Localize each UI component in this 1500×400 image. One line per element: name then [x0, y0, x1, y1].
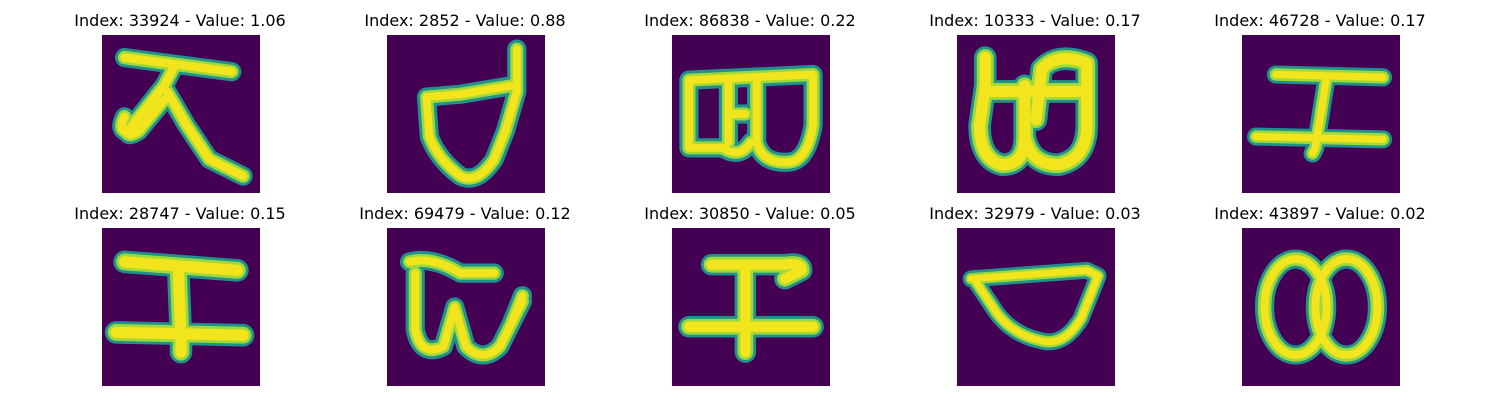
- glyph-image: [957, 228, 1115, 386]
- panel-title: Index: 28747 - Value: 0.15: [74, 204, 286, 223]
- glyph-image: [1242, 228, 1400, 386]
- glyph-i-beam-icon: [1242, 35, 1400, 193]
- image-panel: Index: 33924 - Value: 1.06: [30, 0, 330, 193]
- glyph-box-double-icon: [672, 35, 830, 193]
- panel-title: Index: 69479 - Value: 0.12: [359, 204, 571, 223]
- glyph-tai-icon: [102, 35, 260, 193]
- glyph-i-beam-icon: [102, 228, 260, 386]
- glyph-d-hook-icon: [387, 35, 545, 193]
- glyph-tall-loops-icon: [957, 35, 1115, 193]
- image-panel: Index: 69479 - Value: 0.12: [315, 193, 615, 386]
- glyph-image: [1242, 35, 1400, 193]
- image-panel: Index: 2852 - Value: 0.88: [315, 0, 615, 193]
- glyph-image: [387, 35, 545, 193]
- glyph-bowl-icon: [957, 228, 1115, 386]
- image-panel: Index: 46728 - Value: 0.17: [1170, 0, 1470, 193]
- panel-title: Index: 46728 - Value: 0.17: [1214, 11, 1426, 30]
- glyph-image: [672, 35, 830, 193]
- glyph-image: [102, 228, 260, 386]
- panel-title: Index: 86838 - Value: 0.22: [644, 11, 856, 30]
- panel-title: Index: 30850 - Value: 0.05: [644, 204, 856, 223]
- panel-title: Index: 33924 - Value: 1.06: [74, 11, 286, 30]
- glyph-image: [672, 228, 830, 386]
- glyph-image: [957, 35, 1115, 193]
- image-panel: Index: 10333 - Value: 0.17: [885, 0, 1185, 193]
- glyph-w-cup-icon: [387, 228, 545, 386]
- glyph-double-loop-icon: [1242, 228, 1400, 386]
- panel-title: Index: 10333 - Value: 0.17: [929, 11, 1141, 30]
- glyph-i-beam-icon: [672, 228, 830, 386]
- glyph-image: [102, 35, 260, 193]
- image-panel: Index: 86838 - Value: 0.22: [600, 0, 900, 193]
- image-panel: Index: 30850 - Value: 0.05: [600, 193, 900, 386]
- image-panel: Index: 43897 - Value: 0.02: [1170, 193, 1470, 386]
- glyph-image: [387, 228, 545, 386]
- panel-title: Index: 2852 - Value: 0.88: [364, 11, 566, 30]
- image-panel: Index: 32979 - Value: 0.03: [885, 193, 1185, 386]
- panel-title: Index: 43897 - Value: 0.02: [1214, 204, 1426, 223]
- panel-title: Index: 32979 - Value: 0.03: [929, 204, 1141, 223]
- image-panel: Index: 28747 - Value: 0.15: [30, 193, 330, 386]
